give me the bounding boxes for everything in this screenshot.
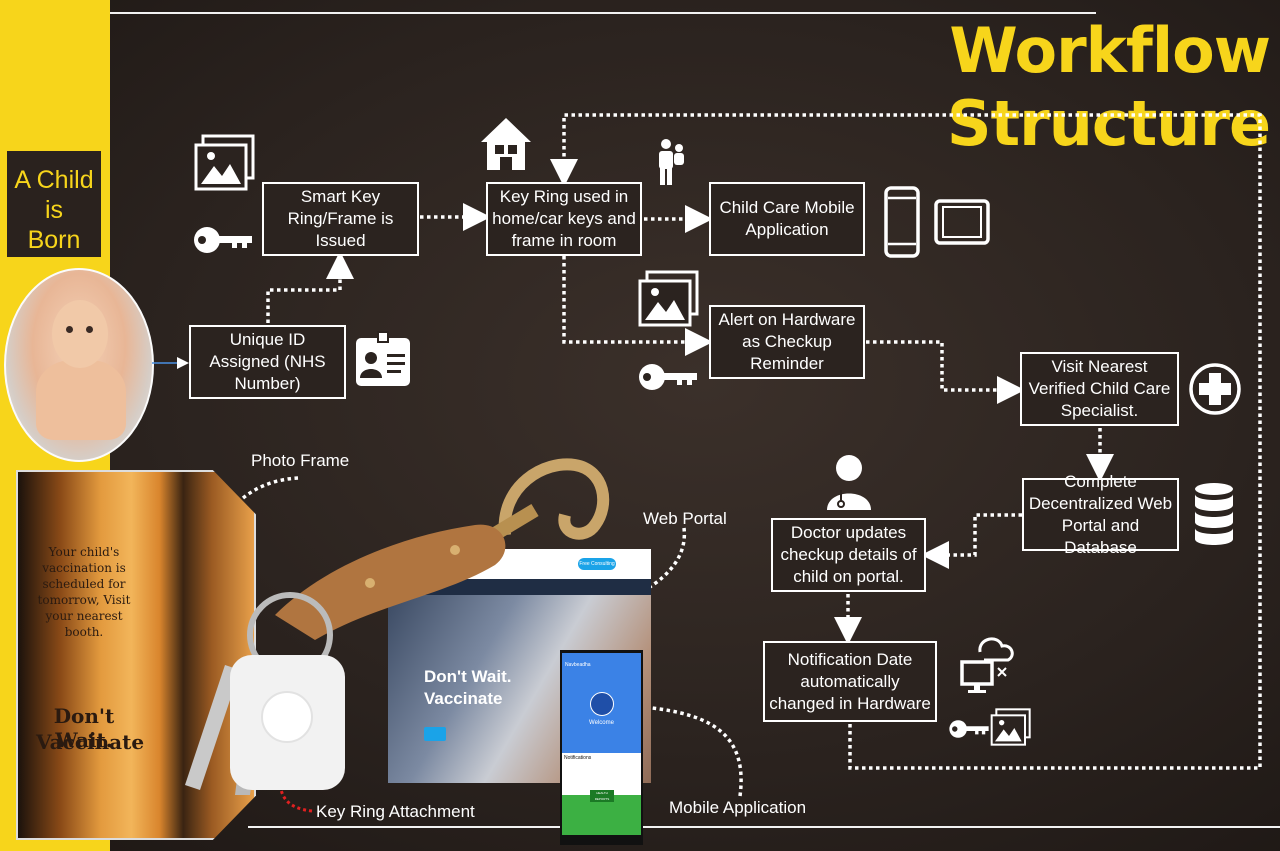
phone-notifications: Notifications bbox=[564, 755, 592, 761]
alert-hardware-box: Alert on Hardware as Checkup Reminder bbox=[709, 305, 865, 379]
photo-frame-image: Your child's vaccination is scheduled fo… bbox=[16, 470, 256, 840]
doctor-updates-box: Doctor updates checkup details of child … bbox=[771, 518, 926, 592]
mobile-app-screenshot: Navbeadha Welcome Notifications HEALTH R… bbox=[560, 650, 643, 845]
tablet-icon bbox=[934, 199, 990, 245]
photo-frame-label: Photo Frame bbox=[251, 451, 350, 470]
key-icon bbox=[639, 364, 697, 390]
key-icon bbox=[194, 227, 252, 253]
phone-welcome: Welcome bbox=[589, 720, 614, 726]
mobile-application-label: Mobile Application bbox=[669, 798, 807, 817]
image-icon bbox=[990, 708, 1031, 746]
mobile-application-box: Child Care Mobile Application bbox=[709, 182, 865, 256]
visit-specialist-box: Visit Nearest Verified Child Care Specia… bbox=[1020, 352, 1179, 426]
page-title: Workflow Structure bbox=[946, 14, 1271, 160]
web-cta-button: Free Consulting bbox=[578, 558, 616, 570]
key-icon bbox=[949, 720, 989, 738]
key-ring-attachment-label: Key Ring Attachment bbox=[316, 802, 475, 821]
database-icon bbox=[1195, 483, 1233, 545]
born-line-1: A Child bbox=[14, 166, 94, 194]
smartphone-icon bbox=[884, 186, 920, 258]
smart-key-issued-box: Smart Key Ring/Frame is Issued bbox=[262, 182, 419, 256]
frame-slogan-1: Don't Wait. bbox=[53, 704, 115, 752]
parent-child-icon bbox=[659, 139, 684, 185]
phone-health-button: HEALTH REPORTS bbox=[590, 790, 614, 802]
image-icon bbox=[194, 134, 255, 191]
web-hero-line-1: Don't Wait. bbox=[424, 667, 512, 686]
frame-slogan-2: Vaccinate bbox=[36, 730, 145, 754]
web-portal-label: Web Portal bbox=[643, 509, 727, 528]
medical-cross-icon bbox=[1189, 363, 1241, 415]
web-hero-line-2: Vaccinate bbox=[424, 689, 503, 708]
decentralized-portal-box: Complete Decentralized Web Portal and Da… bbox=[1022, 472, 1179, 557]
unique-id-box: Unique ID Assigned (NHS Number) bbox=[189, 325, 346, 399]
cloud-computer-icon bbox=[960, 637, 1014, 693]
id-card-icon bbox=[356, 331, 410, 386]
born-line-2: is bbox=[44, 196, 64, 224]
image-icon bbox=[638, 270, 699, 327]
phone-app-name: Navbeadha bbox=[565, 662, 591, 668]
doctor-icon bbox=[827, 455, 871, 510]
key-ring-photo bbox=[185, 458, 610, 795]
born-line-3: Born bbox=[27, 226, 81, 254]
bottom-divider bbox=[248, 826, 1280, 828]
child-born-box: A Child is Born bbox=[4, 148, 104, 260]
baby-photo bbox=[4, 268, 154, 462]
notification-date-box: Notification Date automatically changed … bbox=[763, 641, 937, 722]
house-icon bbox=[481, 118, 531, 170]
frame-message: Your child's vaccination is scheduled fo… bbox=[37, 545, 131, 639]
top-divider bbox=[110, 12, 1096, 14]
key-ring-used-box: Key Ring used in home/car keys and frame… bbox=[486, 182, 642, 256]
